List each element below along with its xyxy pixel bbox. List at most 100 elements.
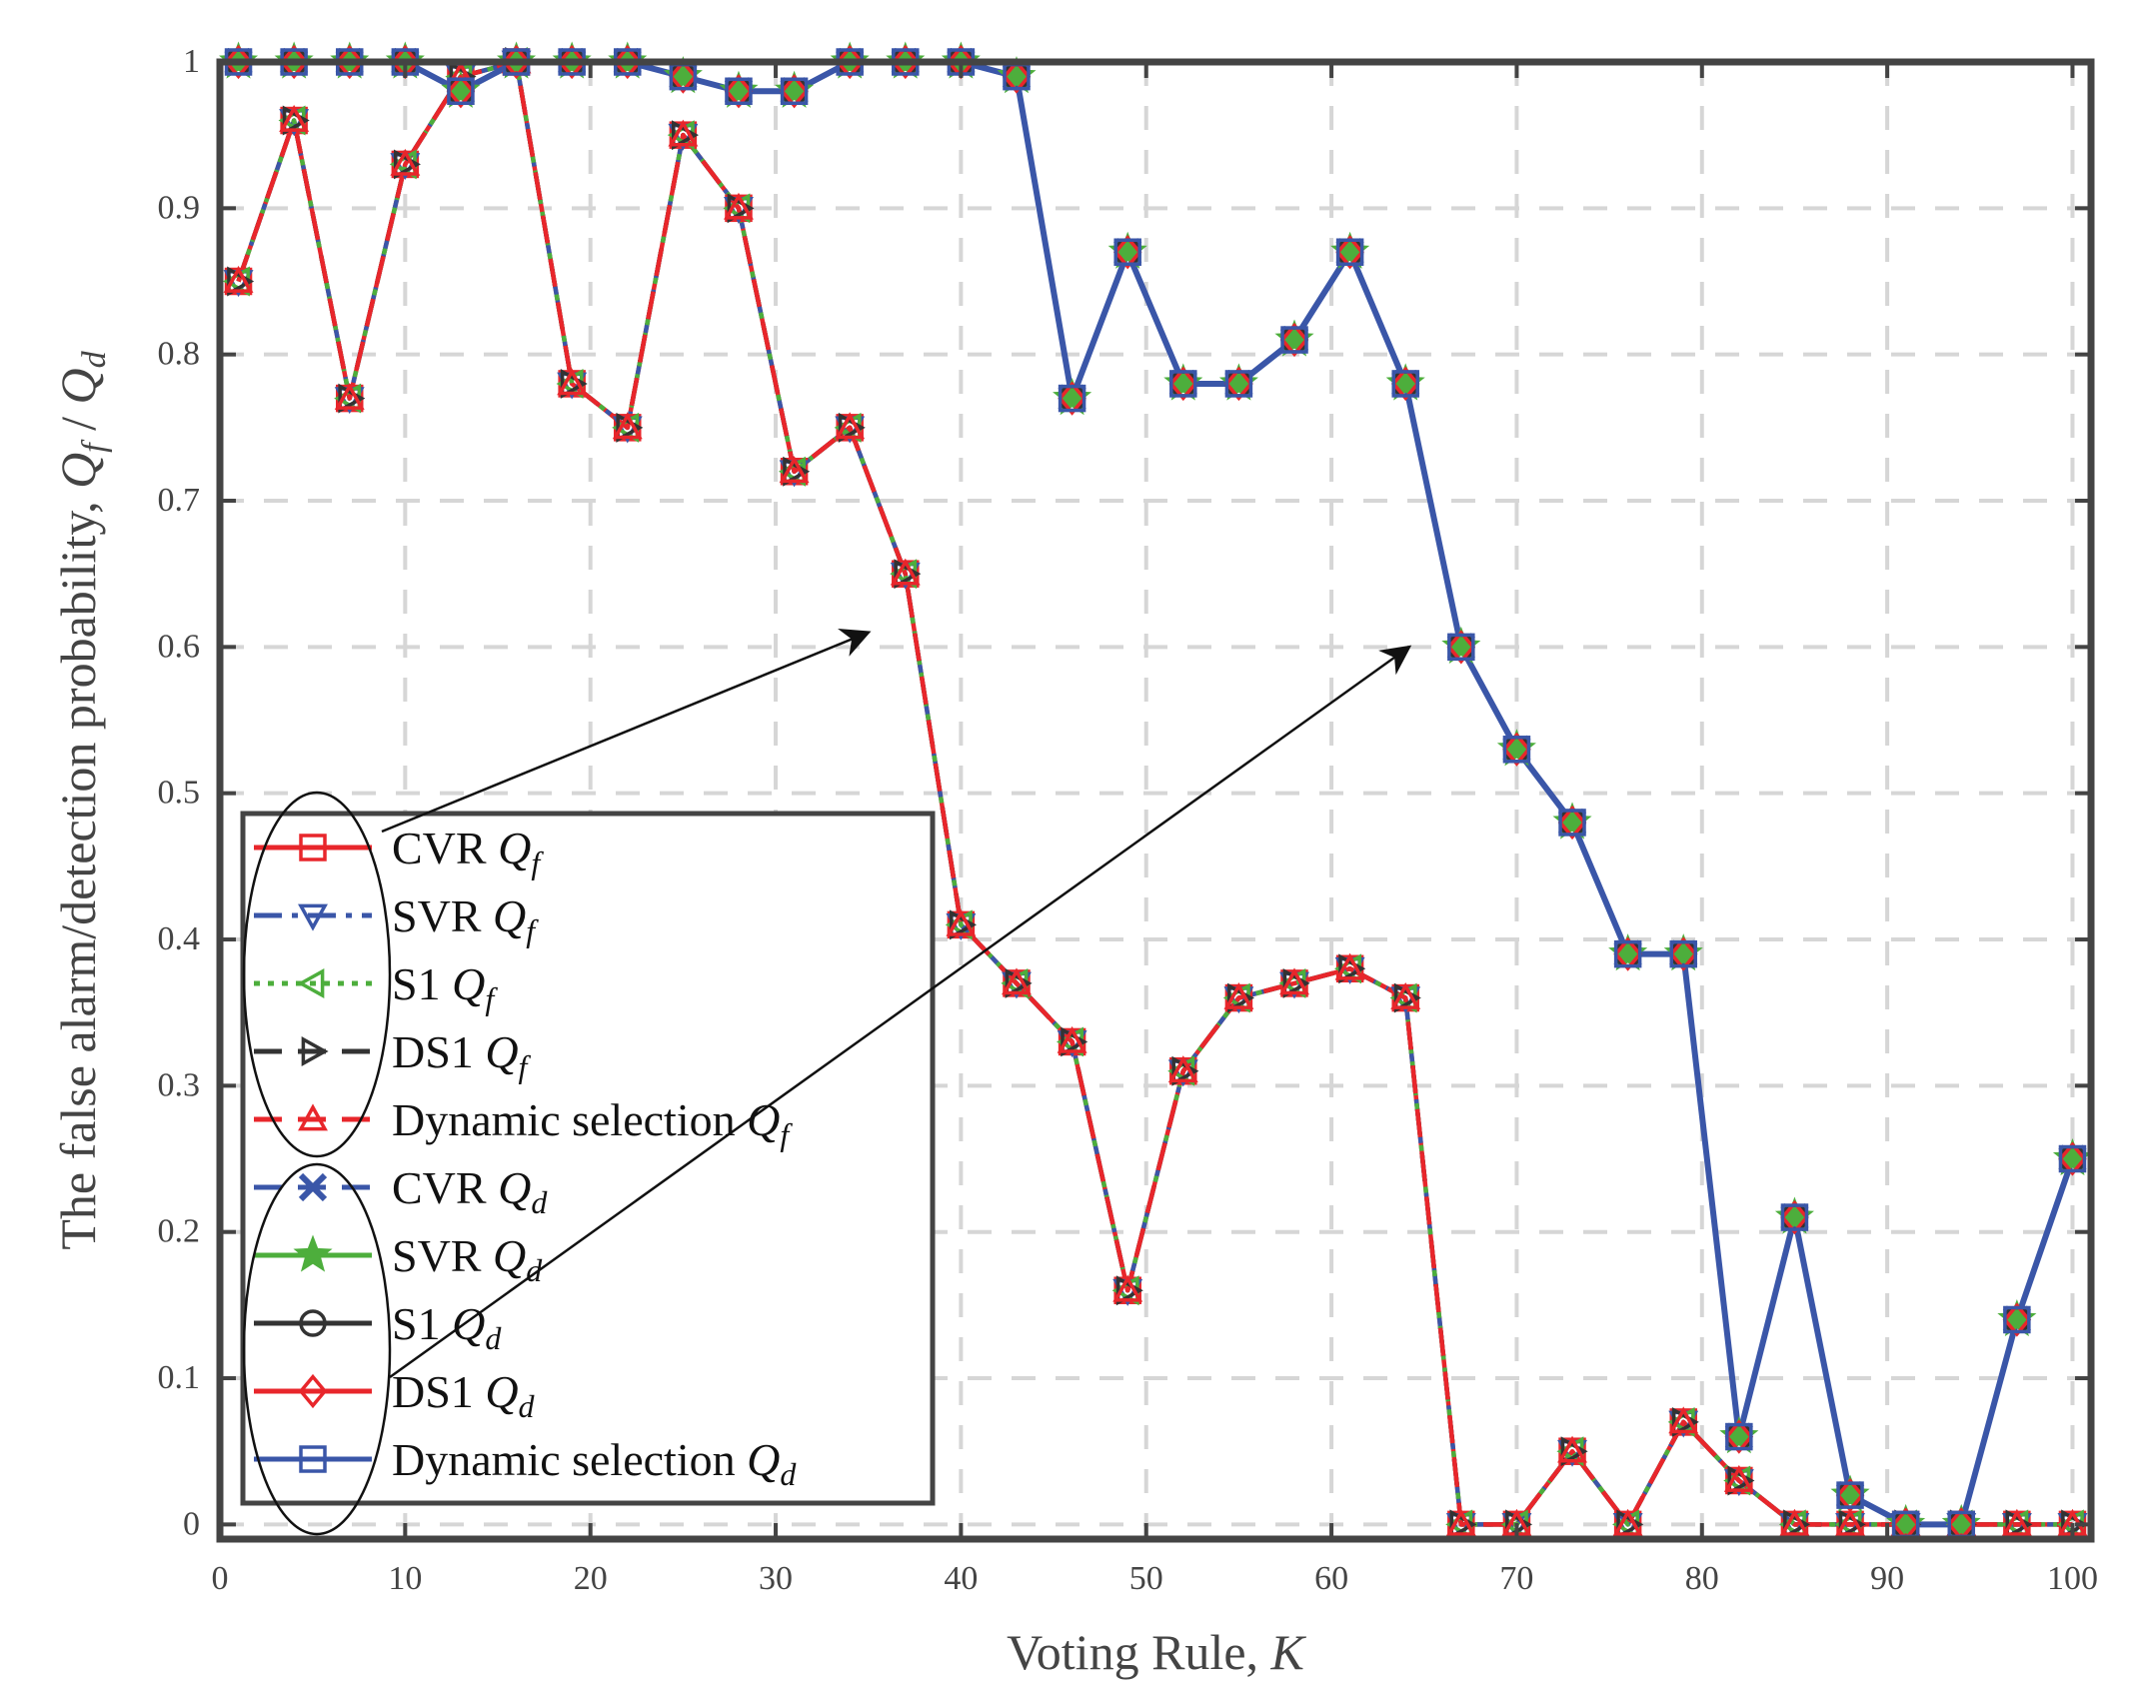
data-point [227,266,255,297]
annotations [242,629,1412,1536]
data-point [2001,1508,2032,1536]
x-tick-label: 70 [1499,1560,1533,1597]
x-tick-label: 50 [1129,1560,1163,1597]
data-point [335,44,365,80]
y-axis-title: The false alarm/detection probability, Q… [50,350,113,1249]
data-point [835,44,865,80]
data-point [1167,1055,1198,1083]
data-point [1502,736,1531,764]
data-point [502,44,531,80]
legend-label: DS1 Qd [392,1366,536,1424]
data-point [1783,1509,1811,1540]
legend-marker [297,968,325,998]
data-point [1390,981,1421,1009]
data-point [723,192,754,220]
plot-frame [216,58,2095,1543]
x-axis-title: Voting Rule, K [1007,1624,1306,1680]
legend-ellipse-qd [242,1162,392,1536]
legend-marker [298,1373,328,1409]
data-point [1224,370,1253,398]
data-point [1616,1509,1644,1540]
data-point [1338,953,1366,984]
legend-marker [293,1234,333,1272]
data-point [282,105,310,136]
y-tick-label: 0.7 [158,482,201,519]
legend-label: S1 Qf [392,958,498,1016]
data-point [1671,1406,1699,1437]
data-point [668,119,699,147]
series-markers-4 [223,46,2088,1536]
legend-marker [299,1309,327,1337]
data-point [725,77,753,106]
x-tick-label: 90 [1870,1560,1904,1597]
data-point [1613,939,1642,968]
data-point [1724,1419,1754,1454]
legend-marker [301,1036,329,1066]
data-point [1115,1275,1143,1306]
legend-entry-9: Dynamic selection Qd [254,1434,797,1492]
data-point [390,148,421,176]
data-point [1279,322,1309,358]
data-point [279,44,309,80]
data-point [1002,59,1032,94]
legend-label: CVR Qf [392,823,544,880]
data-point [950,909,977,940]
data-point [279,104,310,132]
legend-label: DS1 Qf [392,1026,532,1084]
x-tick-label: 0 [212,1560,229,1597]
y-tick-label: 0.8 [158,336,201,373]
data-point [223,265,254,293]
series-line-9 [238,62,2076,1528]
data-point [2002,1302,2032,1337]
x-tick-label: 10 [388,1560,422,1597]
data-point [779,456,810,484]
data-point [1390,366,1420,402]
legend-marker [298,1103,328,1131]
legend-entry-6: SVR Qd [254,1230,543,1288]
data-point [612,412,643,440]
data-point [835,412,866,440]
data-point [1835,1477,1865,1513]
x-tick-label: 100 [2047,1560,2098,1597]
data-point [838,412,866,443]
data-point [616,412,644,443]
series-line-2 [236,62,2073,1527]
data-point [1780,1203,1809,1231]
data-point [1725,1422,1753,1451]
data-point [1557,1435,1588,1463]
data-point [1113,238,1141,266]
data-point [1282,967,1310,998]
data-point [890,558,921,586]
data-point [1335,235,1364,270]
series-line-4 [236,62,2073,1527]
ticks [218,60,2091,1539]
legend-label: CVR Qd [392,1162,548,1220]
data-point [393,149,421,180]
data-point [1005,967,1033,998]
data-point [1558,809,1586,837]
data-point [338,383,366,414]
data-point [334,382,365,410]
data-point [1449,1509,1477,1540]
data-point [946,908,977,936]
data-point [447,77,475,106]
legend-ellipse-qf [242,791,392,1158]
data-point [1560,1436,1588,1467]
x-tick-label: 20 [574,1560,608,1597]
data-point [1169,370,1197,398]
data-point [557,44,587,80]
y-tick-label: 1 [183,43,200,80]
legend-marker [299,834,327,861]
annotation-arrow-qf [381,629,872,834]
legend-label: SVR Qd [392,1230,543,1288]
data-point [1393,982,1421,1013]
data-point [1391,370,1419,398]
x-tick-label: 80 [1685,1560,1719,1597]
data-point [780,77,809,106]
data-point [1223,981,1254,1009]
data-point [780,74,809,109]
legend-entry-5: CVR Qd [254,1162,548,1220]
data-point [1112,235,1142,270]
data-point [894,559,922,590]
data-point [1835,1508,1866,1536]
